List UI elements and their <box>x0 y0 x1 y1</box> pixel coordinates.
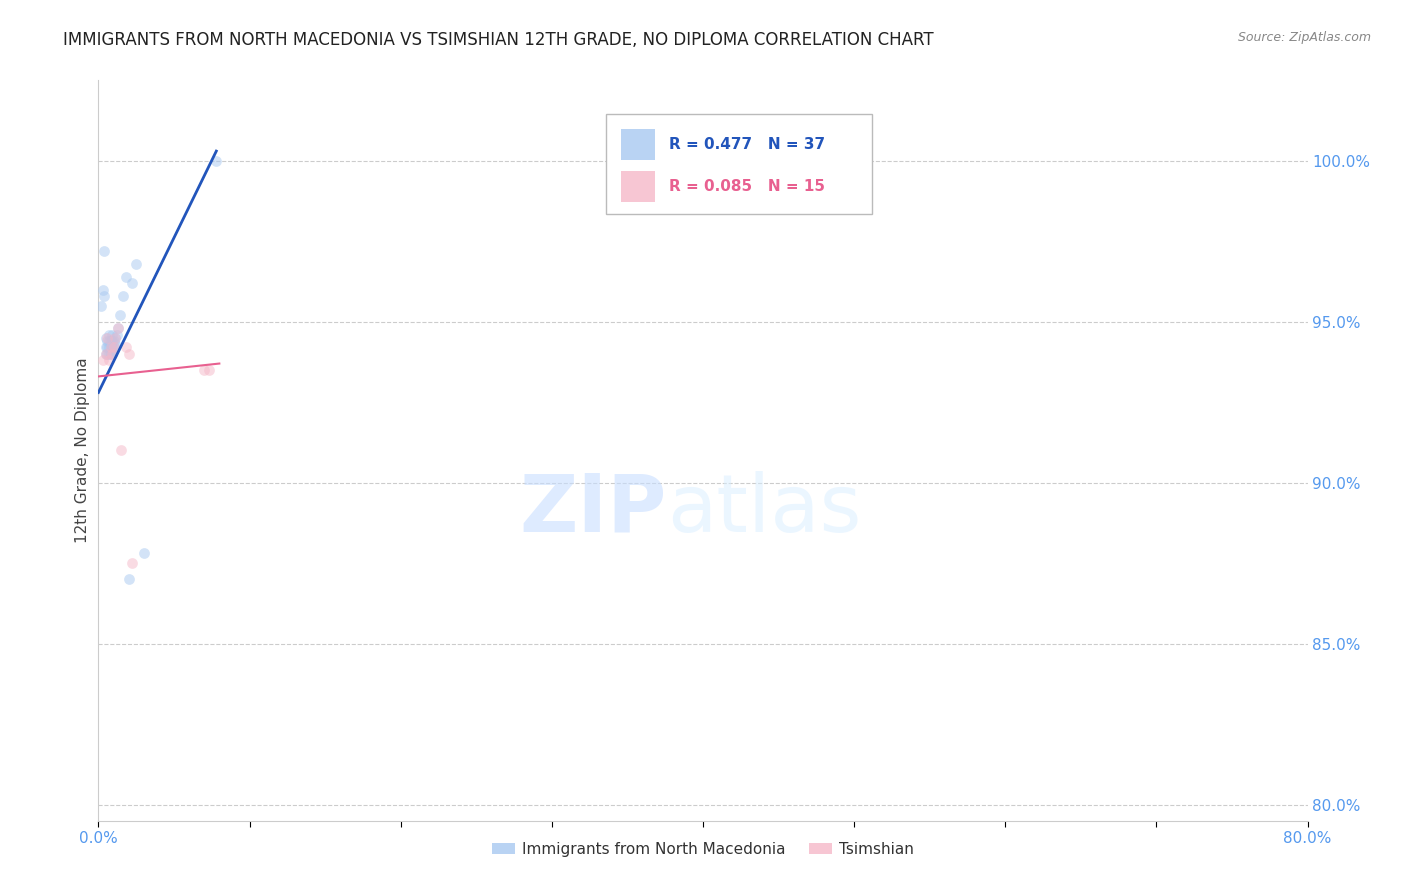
Point <box>121 276 143 290</box>
FancyBboxPatch shape <box>621 129 655 161</box>
Legend: Immigrants from North Macedonia, Tsimshian: Immigrants from North Macedonia, Tsimshi… <box>484 835 922 865</box>
Point <box>98 347 121 361</box>
Point <box>114 269 136 284</box>
Point <box>103 334 125 348</box>
Point <box>100 334 122 348</box>
Point <box>205 153 228 168</box>
Point <box>96 334 118 348</box>
Point <box>96 341 118 355</box>
Text: IMMIGRANTS FROM NORTH MACEDONIA VS TSIMSHIAN 12TH GRADE, NO DIPLOMA CORRELATION : IMMIGRANTS FROM NORTH MACEDONIA VS TSIMS… <box>63 31 934 49</box>
Point <box>90 299 112 313</box>
Point <box>100 337 122 351</box>
Point <box>100 347 122 361</box>
Point <box>101 334 124 348</box>
Point <box>91 283 114 297</box>
Point <box>110 443 132 458</box>
Point <box>104 331 127 345</box>
Point <box>101 347 124 361</box>
Point <box>121 556 143 570</box>
Text: atlas: atlas <box>666 471 860 549</box>
Point <box>98 327 121 342</box>
FancyBboxPatch shape <box>621 171 655 202</box>
Point <box>93 244 115 258</box>
Point <box>93 289 115 303</box>
Y-axis label: 12th Grade, No Diploma: 12th Grade, No Diploma <box>75 358 90 543</box>
Point <box>125 257 148 271</box>
Text: R = 0.477   N = 37: R = 0.477 N = 37 <box>669 137 825 153</box>
Point <box>118 347 141 361</box>
Point <box>98 353 121 368</box>
Point <box>107 321 129 335</box>
Point <box>107 321 129 335</box>
Point <box>94 341 117 355</box>
Point <box>96 347 118 361</box>
Point <box>101 327 124 342</box>
Point <box>100 341 122 355</box>
Point <box>103 341 125 355</box>
Point <box>103 341 125 355</box>
Point <box>104 331 127 345</box>
Point <box>98 341 121 355</box>
Point <box>100 343 122 358</box>
FancyBboxPatch shape <box>606 113 872 213</box>
Point <box>101 341 124 355</box>
Point <box>101 347 124 361</box>
Point <box>96 331 118 345</box>
Point <box>100 341 122 355</box>
Point <box>94 347 117 361</box>
Point <box>111 289 134 303</box>
Point <box>104 337 127 351</box>
Point <box>94 347 117 361</box>
Text: ZIP: ZIP <box>519 471 666 549</box>
Point <box>197 363 219 377</box>
Point <box>98 334 121 348</box>
Point <box>132 546 155 560</box>
Point <box>114 341 136 355</box>
Point <box>91 353 114 368</box>
Text: R = 0.085   N = 15: R = 0.085 N = 15 <box>669 179 825 194</box>
Point <box>105 327 128 342</box>
Point <box>193 363 215 377</box>
Point <box>108 308 131 322</box>
Text: Source: ZipAtlas.com: Source: ZipAtlas.com <box>1237 31 1371 45</box>
Point <box>94 331 117 345</box>
Point <box>118 572 141 586</box>
